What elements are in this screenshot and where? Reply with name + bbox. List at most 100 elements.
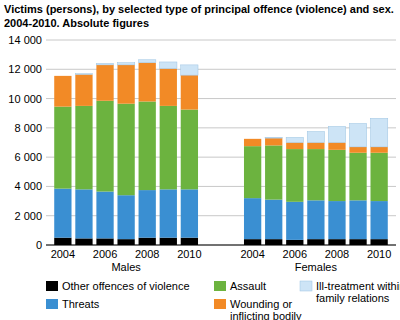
bar-segment bbox=[75, 189, 92, 238]
bar-segment bbox=[265, 137, 282, 139]
x-tick-label: 2010 bbox=[367, 248, 391, 260]
grid bbox=[46, 40, 396, 245]
bar-segment bbox=[160, 106, 177, 189]
bar-segment bbox=[265, 138, 282, 145]
bar-segment bbox=[328, 150, 345, 201]
bar-segment bbox=[349, 123, 366, 146]
bar-segment bbox=[286, 202, 303, 240]
bar-segment bbox=[370, 147, 387, 153]
bar-segment bbox=[117, 104, 134, 196]
bar-segment bbox=[96, 101, 113, 192]
x-tick-label: 2008 bbox=[135, 248, 159, 260]
grid-line bbox=[46, 245, 396, 246]
bar-segment bbox=[75, 73, 92, 75]
bar-segment bbox=[328, 201, 345, 239]
x-tick-label: 2008 bbox=[325, 248, 349, 260]
bar-segment bbox=[349, 147, 366, 153]
bar-segment bbox=[307, 143, 324, 150]
bar-segment bbox=[328, 126, 345, 142]
y-tick-label: 12 000 bbox=[8, 63, 42, 75]
group-label: Females bbox=[295, 261, 338, 273]
bar-segment bbox=[181, 75, 198, 109]
bar-segment bbox=[160, 189, 177, 237]
legend-label: Assault bbox=[230, 280, 310, 292]
bar-segment bbox=[160, 69, 177, 106]
bars bbox=[54, 60, 388, 245]
bar-segment bbox=[75, 238, 92, 245]
bar-segment bbox=[139, 190, 156, 238]
bar-segment bbox=[370, 239, 387, 245]
bar-segment bbox=[54, 107, 71, 189]
bar-segment bbox=[244, 239, 261, 245]
bar-segment bbox=[54, 238, 71, 245]
bar-segment bbox=[370, 118, 387, 147]
bar-segment bbox=[160, 62, 177, 69]
bar-segment bbox=[349, 239, 366, 245]
y-tick-label: 8 000 bbox=[14, 122, 42, 134]
y-tick-label: 6 000 bbox=[14, 151, 42, 163]
chart: 0 2 000 4 000 6 000 8 000 10 000 12 000 14 000 2… bbox=[0, 0, 400, 320]
legend-label: Threats bbox=[62, 298, 222, 310]
bar-segment bbox=[307, 200, 324, 239]
y-tick-label: 2 000 bbox=[14, 210, 42, 222]
grid-line bbox=[46, 40, 396, 41]
x-tick-label: 2006 bbox=[93, 248, 117, 260]
bar-segment bbox=[307, 239, 324, 245]
bar-segment bbox=[139, 60, 156, 63]
bar-segment bbox=[181, 189, 198, 237]
bar-segment bbox=[181, 65, 198, 75]
legend-label: Wounding or inflicting bodily harm bbox=[230, 298, 320, 320]
bar-segment bbox=[349, 153, 366, 201]
x-tick-label: 2010 bbox=[177, 248, 201, 260]
bar-segment bbox=[139, 238, 156, 245]
y-tick-label: 10 000 bbox=[8, 93, 42, 105]
bar-segment bbox=[286, 149, 303, 202]
bar-segment bbox=[370, 201, 387, 239]
bar-segment bbox=[286, 143, 303, 150]
bar-segment bbox=[286, 137, 303, 142]
bar-segment bbox=[96, 65, 113, 101]
bar-segment bbox=[117, 63, 134, 65]
legend-swatch bbox=[46, 299, 58, 309]
legend-label: Ill-treatment within family relations bbox=[316, 280, 400, 304]
bar-segment bbox=[117, 65, 134, 104]
legend-swatch bbox=[214, 281, 226, 291]
bar-segment bbox=[244, 146, 261, 198]
bar-segment bbox=[139, 102, 156, 191]
bar-segment bbox=[328, 143, 345, 150]
y-tick-label: 0 bbox=[36, 239, 42, 251]
bar-segment bbox=[96, 192, 113, 239]
x-tick-label: 2004 bbox=[51, 248, 75, 260]
title: Victims (persons), by selected type of p… bbox=[4, 2, 396, 30]
bar-segment bbox=[307, 132, 324, 143]
bar-segment bbox=[328, 239, 345, 245]
bar-segment bbox=[244, 138, 261, 139]
x-tick-label: 2006 bbox=[283, 248, 307, 260]
legend-swatch bbox=[214, 299, 226, 309]
group-label: Males bbox=[111, 261, 141, 273]
bar-segment bbox=[286, 240, 303, 245]
legend-label: Other offences of violence bbox=[62, 280, 222, 292]
bar-segment bbox=[265, 200, 282, 240]
x-tick-label: 2004 bbox=[240, 248, 264, 260]
bar-segment bbox=[75, 106, 92, 189]
bar-segment bbox=[54, 189, 71, 238]
y-tick-label: 4 000 bbox=[14, 180, 42, 192]
bar-segment bbox=[349, 200, 366, 239]
bar-segment bbox=[307, 149, 324, 200]
x-axis bbox=[46, 245, 396, 246]
legend-swatch bbox=[46, 281, 58, 291]
bar-segment bbox=[75, 74, 92, 105]
bar-segment bbox=[117, 195, 134, 239]
bar-segment bbox=[370, 153, 387, 201]
bar-segment bbox=[96, 238, 113, 245]
bar-segment bbox=[265, 239, 282, 245]
legend-swatch bbox=[300, 281, 312, 291]
y-tick-label: 14 000 bbox=[8, 34, 42, 46]
bar-segment bbox=[139, 63, 156, 102]
bar-segment bbox=[54, 76, 71, 107]
bar-segment bbox=[54, 75, 71, 76]
bar-segment bbox=[181, 238, 198, 245]
bar-segment bbox=[244, 198, 261, 239]
bar-segment bbox=[117, 239, 134, 245]
